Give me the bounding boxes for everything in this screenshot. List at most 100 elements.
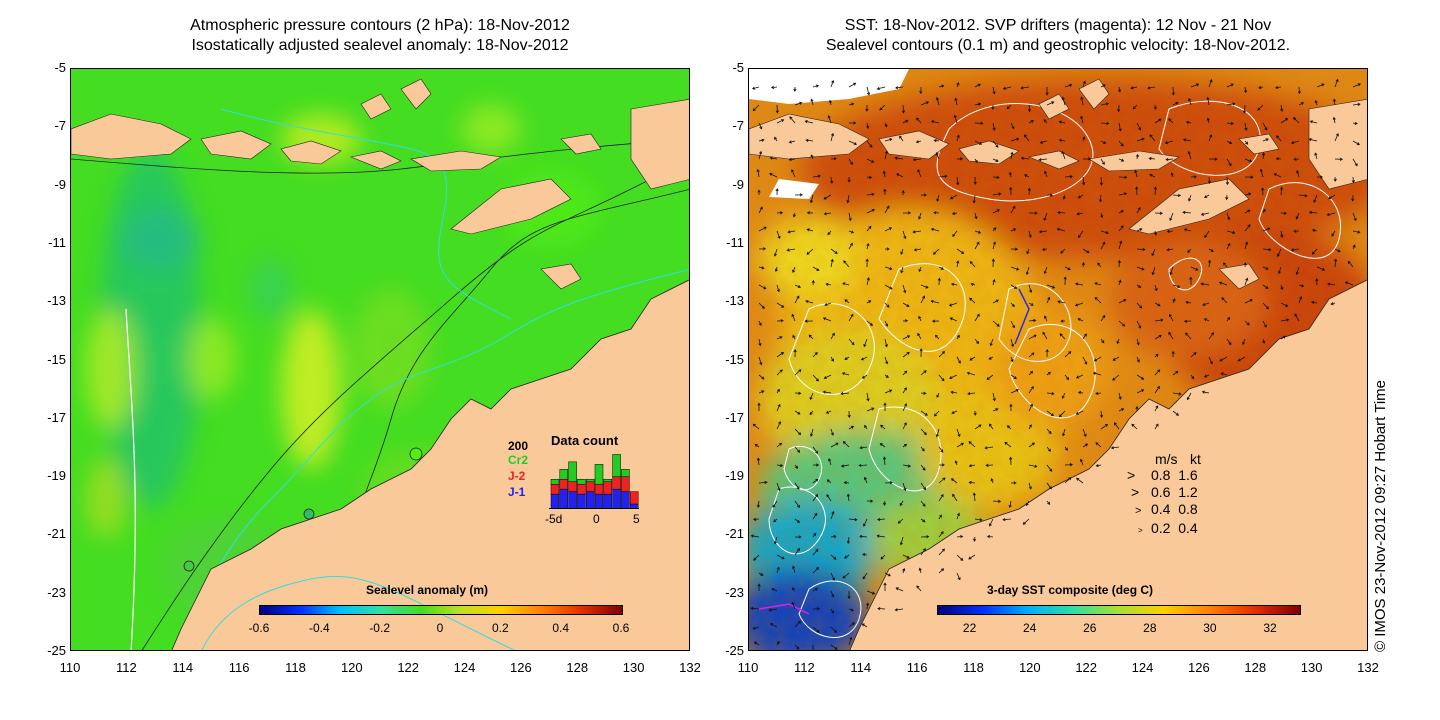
speed-ms: 0.6 bbox=[1151, 484, 1171, 500]
velocity-arrow bbox=[812, 567, 820, 574]
velocity-arrow bbox=[1004, 441, 1012, 448]
lat-tick-label: -7 bbox=[732, 118, 744, 134]
velocity-arrow bbox=[830, 79, 835, 88]
velocity-arrow bbox=[830, 428, 834, 436]
velocity-arrow bbox=[1172, 370, 1179, 376]
velocity-arrow bbox=[1118, 175, 1128, 179]
velocity-arrow bbox=[1151, 248, 1156, 257]
velocity-arrow bbox=[1344, 281, 1354, 286]
velocity-arrow bbox=[1242, 104, 1247, 114]
velocity-arrow bbox=[1226, 230, 1236, 235]
count-bar-j1 bbox=[612, 488, 621, 509]
colorbar-tick-label: 0.2 bbox=[491, 621, 509, 635]
velocity-arrow bbox=[1190, 266, 1199, 271]
velocity-arrow bbox=[866, 590, 876, 595]
velocity-arrow bbox=[1262, 266, 1269, 270]
velocity-arrow bbox=[988, 518, 994, 527]
velocity-arrow bbox=[758, 226, 767, 232]
velocity-arrow bbox=[865, 602, 870, 610]
velocity-arrow bbox=[1201, 390, 1210, 394]
velocity-arrow bbox=[1002, 517, 1012, 522]
velocity-arrow bbox=[758, 284, 767, 290]
velocity-arrow bbox=[1168, 118, 1174, 124]
velocity-arrow bbox=[840, 464, 850, 468]
velocity-arrow bbox=[917, 169, 922, 178]
lon-tick-label: 116 bbox=[228, 660, 250, 675]
velocity-arrow bbox=[1082, 333, 1087, 340]
legend-cr2: Cr2 bbox=[508, 453, 529, 467]
velocity-arrow bbox=[1023, 174, 1030, 178]
velocity-arrow bbox=[1153, 230, 1158, 236]
velocity-arrow bbox=[883, 188, 887, 196]
velocity-arrow bbox=[1100, 338, 1105, 344]
velocity-arrow bbox=[1046, 482, 1052, 490]
svp-drifter-track bbox=[758, 603, 810, 615]
velocity-arrow bbox=[754, 443, 760, 448]
velocity-arrow bbox=[808, 334, 814, 340]
velocity-arrow bbox=[1081, 261, 1085, 268]
velocity-arrow bbox=[884, 284, 893, 290]
velocity-arrow bbox=[884, 481, 893, 485]
velocity-arrow bbox=[1326, 212, 1336, 216]
velocity-arrow bbox=[847, 410, 851, 419]
velocity-arrow bbox=[862, 572, 868, 580]
velocity-arrow bbox=[792, 212, 796, 218]
velocity-arrow bbox=[805, 300, 814, 304]
velocity-arrow bbox=[794, 500, 800, 509]
velocity-arrow bbox=[1277, 266, 1282, 275]
velocity-arrow bbox=[1170, 172, 1174, 178]
velocity-arrow bbox=[776, 566, 780, 574]
speed-kt: 1.6 bbox=[1178, 467, 1198, 483]
velocity-arrow bbox=[1226, 83, 1234, 88]
velocity-arrow bbox=[992, 175, 1000, 179]
velocity-arrow bbox=[1118, 158, 1125, 162]
velocity-arrow bbox=[866, 225, 872, 232]
velocity-arrow bbox=[753, 517, 760, 521]
velocity-arrow bbox=[1332, 116, 1336, 124]
velocity-arrow bbox=[1207, 259, 1212, 268]
velocity-arrow bbox=[758, 320, 762, 326]
velocity-arrow bbox=[1010, 205, 1016, 214]
velocity-arrow bbox=[810, 98, 814, 106]
velocity-arrow bbox=[884, 374, 889, 378]
velocity-arrow bbox=[973, 176, 977, 185]
velocity-arrow bbox=[752, 626, 760, 630]
velocity-arrow bbox=[1028, 318, 1037, 323]
velocity-arrow bbox=[830, 157, 837, 161]
velocity-arrow bbox=[1244, 158, 1253, 163]
velocity-arrow bbox=[902, 351, 910, 358]
lon-tick-label: 130 bbox=[622, 660, 645, 675]
velocity-arrow bbox=[1172, 392, 1182, 396]
velocity-arrow bbox=[1118, 279, 1122, 286]
velocity-arrow bbox=[1010, 302, 1015, 307]
velocity-arrow bbox=[769, 156, 778, 160]
velocity-arrow bbox=[830, 554, 837, 560]
velocity-arrow bbox=[806, 248, 814, 255]
count-tick: 0 bbox=[593, 512, 600, 526]
lon-tick-label: 114 bbox=[850, 660, 872, 675]
count-bar-j1 bbox=[603, 493, 613, 509]
velocity-arrow bbox=[879, 443, 886, 448]
velocity-arrow bbox=[806, 211, 814, 215]
geostrophic-velocity-arrows bbox=[750, 78, 1362, 650]
velocity-arrow bbox=[1187, 248, 1192, 253]
velocity-arrow bbox=[968, 480, 976, 485]
velocity-arrow bbox=[1028, 385, 1034, 394]
velocity-arrow bbox=[902, 554, 910, 559]
velocity-arrow bbox=[992, 209, 1000, 214]
velocity-arrow bbox=[866, 392, 870, 402]
velocity-arrow bbox=[1043, 266, 1048, 275]
speed-arrow-icon: > bbox=[1138, 526, 1143, 535]
velocity-arrow bbox=[794, 518, 801, 523]
velocity-arrow bbox=[1261, 187, 1265, 196]
velocity-arrow bbox=[805, 138, 814, 143]
colorbar-tick-label: 0.4 bbox=[552, 621, 569, 635]
velocity-arrow bbox=[1148, 156, 1156, 161]
colorbar-tick-label: -0.6 bbox=[248, 621, 270, 635]
velocity-arrow bbox=[830, 572, 836, 581]
velocity-arrow bbox=[935, 428, 940, 438]
velocity-arrow bbox=[1136, 266, 1145, 271]
speed-kt: 1.2 bbox=[1178, 484, 1198, 500]
velocity-arrow bbox=[902, 302, 910, 307]
velocity-arrow bbox=[1237, 356, 1246, 362]
